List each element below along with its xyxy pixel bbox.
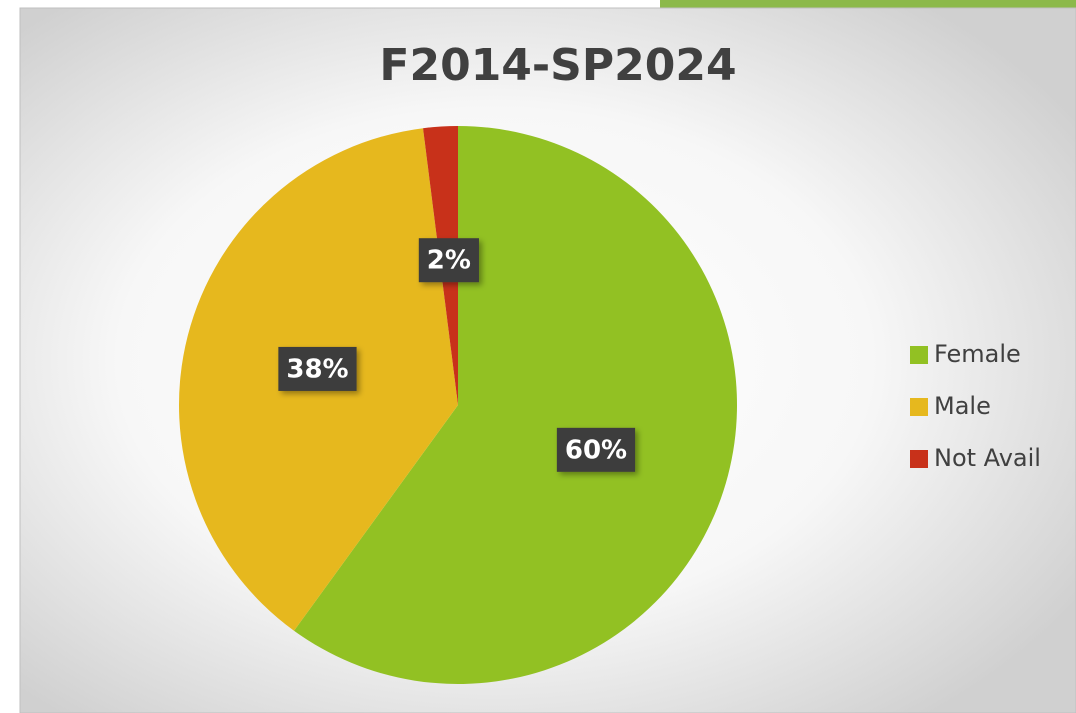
data-label: 60% [556,427,636,472]
data-label: 38% [278,346,357,391]
legend-swatch [910,450,928,468]
legend-swatch [910,346,928,364]
data-label-box [418,238,479,283]
pie-slice [294,126,737,685]
decor-bar [660,0,1076,8]
data-label-box [278,346,357,391]
data-label-text: 38% [286,354,348,384]
data-label-text: 60% [565,435,627,465]
data-label-box [556,427,636,472]
legend-swatch [910,398,928,416]
legend-label: Male [934,392,991,420]
data-label: 2% [418,238,479,283]
legend-label: Female [934,340,1021,368]
legend-label: Not Avail [934,444,1041,472]
chart-title: F2014-SP2024 [379,40,736,91]
data-label-text: 2% [427,246,471,276]
